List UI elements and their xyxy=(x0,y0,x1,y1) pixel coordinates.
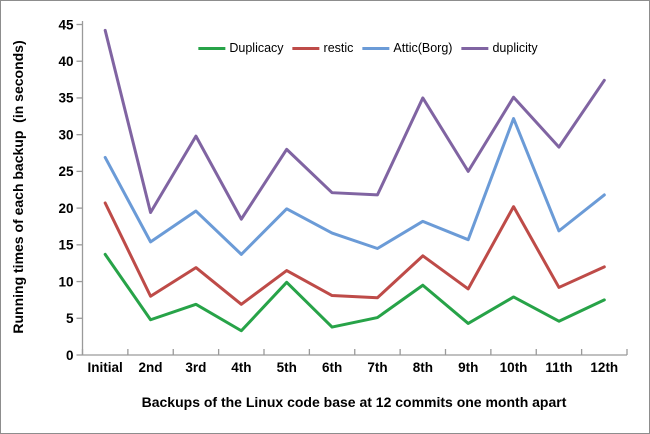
series-line-duplicity xyxy=(103,28,606,221)
y-tick-label: 30 xyxy=(58,127,73,142)
legend-label: Attic(Borg) xyxy=(393,41,453,55)
legend-item-attic-borg-: Attic(Borg) xyxy=(362,41,452,55)
x-tick-label: 6th xyxy=(322,360,342,375)
x-tick-label: 10th xyxy=(500,360,528,375)
y-tick-label: 25 xyxy=(58,164,74,179)
legend-label: restic xyxy=(323,41,354,55)
series-line-attic-borg- xyxy=(103,117,606,256)
x-tick-label: 5th xyxy=(277,360,297,375)
x-tick-label: 3rd xyxy=(185,360,206,375)
legend-item-duplicity: duplicity xyxy=(461,41,538,55)
y-tick-label: 0 xyxy=(66,348,74,363)
y-tick-label: 20 xyxy=(58,201,73,216)
x-tick-label: 4th xyxy=(231,360,251,375)
x-tick-label: 12th xyxy=(590,360,618,375)
legend-label: Duplicacy xyxy=(229,41,284,55)
legend-swatch xyxy=(362,46,390,50)
y-tick-label: 10 xyxy=(58,274,73,289)
y-tick-label: 45 xyxy=(58,17,74,32)
x-axis-title: Backups of the Linux code base at 12 com… xyxy=(141,394,567,410)
legend-swatch xyxy=(198,46,226,50)
legend: Duplicacy restic Attic(Borg) duplicity xyxy=(198,41,538,55)
x-tick-label: 2nd xyxy=(139,360,163,375)
x-tick-label: Initial xyxy=(88,360,123,375)
x-tick-label: 11th xyxy=(545,360,572,375)
y-tick-label: 15 xyxy=(58,238,74,253)
x-tick-label: 7th xyxy=(367,360,387,375)
y-tick-label: 5 xyxy=(66,311,74,326)
series-line-restic xyxy=(103,201,606,306)
y-axis-title: Running times of each backup (in seconds… xyxy=(10,40,26,334)
legend-item-restic: restic xyxy=(292,41,354,55)
x-tick-label: 8th xyxy=(413,360,433,375)
series-line-duplicacy xyxy=(103,252,606,333)
y-tick-label: 35 xyxy=(58,91,74,106)
y-tick-label: 40 xyxy=(58,54,73,69)
legend-swatch xyxy=(292,46,320,50)
legend-item-duplicacy: Duplicacy xyxy=(198,41,284,55)
x-tick-label: 9th xyxy=(458,360,478,375)
legend-label: duplicity xyxy=(492,41,538,55)
legend-swatch xyxy=(461,46,489,50)
